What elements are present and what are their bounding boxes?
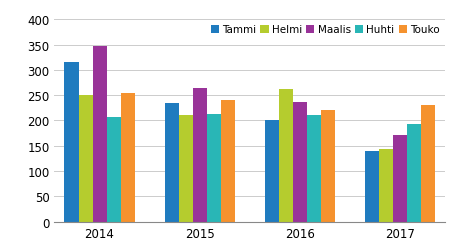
Bar — [178, 116, 192, 222]
Bar — [279, 89, 293, 222]
Bar — [293, 102, 307, 222]
Bar — [165, 103, 178, 222]
Bar — [307, 116, 321, 222]
Legend: Tammi, Helmi, Maalis, Huhti, Touko: Tammi, Helmi, Maalis, Huhti, Touko — [211, 25, 440, 35]
Bar — [321, 110, 335, 222]
Bar — [393, 135, 407, 222]
Bar — [64, 63, 79, 222]
Bar — [421, 106, 435, 222]
Bar — [365, 151, 379, 222]
Bar — [379, 149, 393, 222]
Bar — [93, 47, 107, 222]
Bar — [221, 101, 235, 222]
Bar — [107, 117, 121, 222]
Bar — [79, 96, 93, 222]
Bar — [265, 121, 279, 222]
Bar — [121, 93, 134, 222]
Bar — [192, 89, 207, 222]
Bar — [207, 115, 221, 222]
Bar — [407, 124, 421, 222]
